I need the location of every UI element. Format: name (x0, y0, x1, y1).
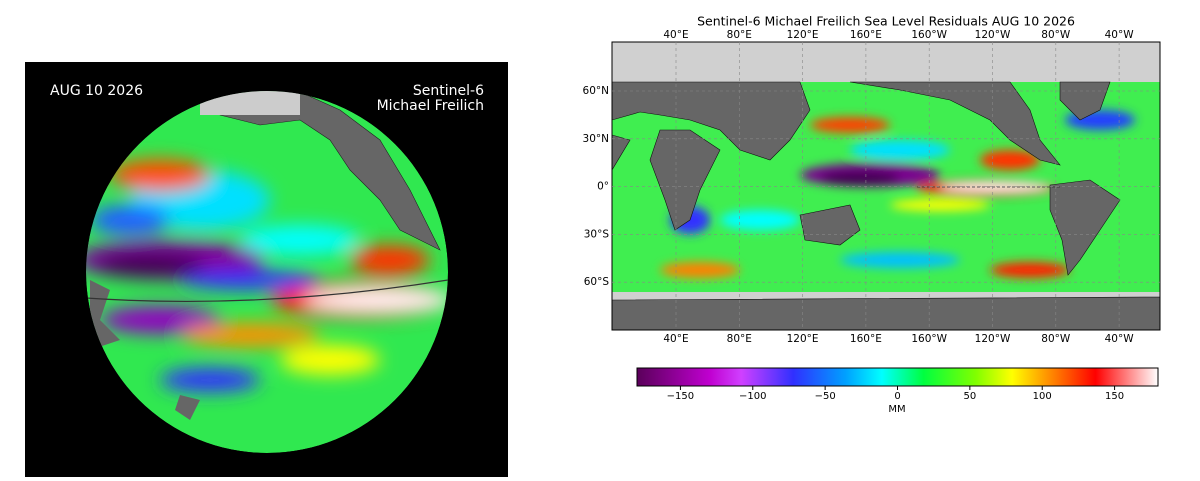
colorbar-label: MM (888, 404, 905, 415)
lat-label: 0° (597, 181, 609, 193)
lat-label: 60°N (583, 85, 609, 97)
lon-label: 120°W (975, 29, 1011, 41)
map-title: Sentinel-6 Michael Freilich Sea Level Re… (697, 14, 1075, 29)
tick-label: 150 (1105, 391, 1124, 402)
colorbar (636, 367, 1159, 387)
lon-label: 160°W (911, 333, 947, 345)
lon-label: 120°E (787, 29, 819, 41)
globe (86, 91, 448, 453)
lon-label: 40°W (1105, 333, 1135, 345)
map-frame (611, 41, 1161, 331)
lat-label: 60°S (584, 276, 610, 288)
lat-label: 30°N (583, 133, 609, 145)
lon-label: 80°E (727, 29, 752, 41)
tick-label: 50 (963, 391, 976, 402)
lon-label: 80°E (727, 333, 752, 345)
map (612, 42, 1160, 330)
tick-label: −150 (667, 391, 694, 402)
lon-label: 80°W (1041, 333, 1071, 345)
mission-label: Michael Freilich (377, 98, 484, 114)
tick-label: 100 (1033, 391, 1052, 402)
lon-label: 40°W (1105, 29, 1135, 41)
lon-label: 80°W (1041, 29, 1071, 41)
lon-label: 40°E (663, 333, 688, 345)
lon-label: 120°E (787, 333, 819, 345)
tick-label: 0 (894, 391, 900, 402)
mission-label: Sentinel-6 (413, 83, 484, 99)
lon-label: 40°E (663, 29, 688, 41)
lon-label: 160°E (850, 29, 882, 41)
lon-label: 160°W (911, 29, 947, 41)
lat-label: 30°S (584, 228, 610, 240)
tick-label: −100 (739, 391, 766, 402)
date-label: AUG 10 2026 (50, 83, 143, 99)
lon-label: 160°E (850, 333, 882, 345)
tick-label: −50 (815, 391, 836, 402)
lon-label: 120°W (975, 333, 1011, 345)
